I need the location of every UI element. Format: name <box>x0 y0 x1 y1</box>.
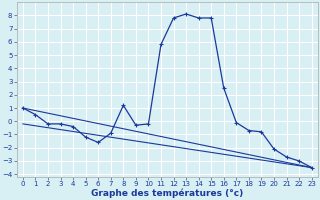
X-axis label: Graphe des températures (°c): Graphe des températures (°c) <box>91 188 244 198</box>
